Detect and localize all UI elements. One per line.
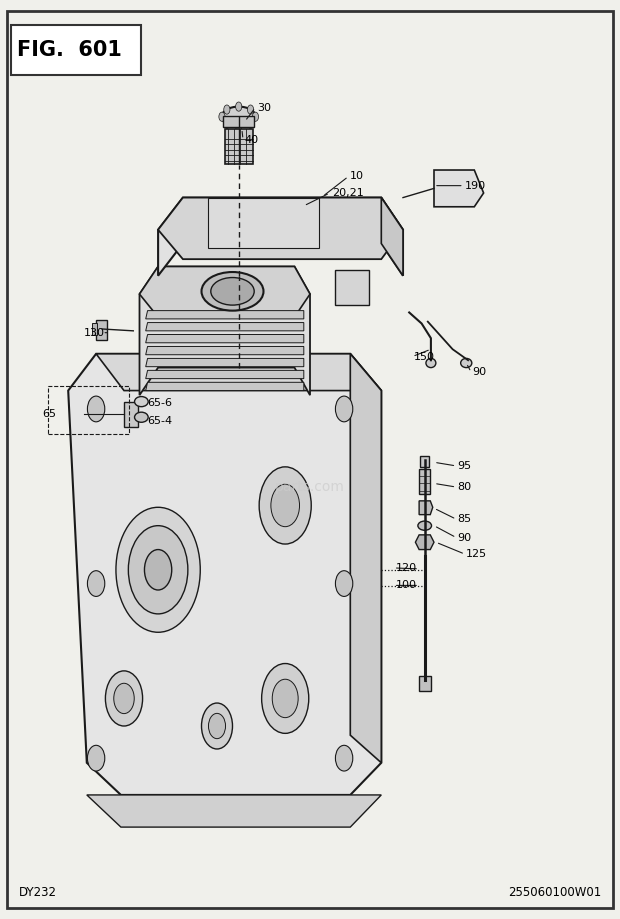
Polygon shape [96,354,381,391]
Circle shape [114,683,134,713]
Bar [124,402,138,427]
Polygon shape [87,795,381,827]
Ellipse shape [227,212,275,238]
Circle shape [236,122,242,131]
Circle shape [128,526,188,614]
Text: 40: 40 [245,135,259,144]
Text: 120: 120 [396,563,417,573]
Bar [420,456,429,467]
Text: parts.com: parts.com [275,480,345,494]
Circle shape [144,550,172,590]
Bar [96,320,107,340]
Polygon shape [146,311,304,319]
Circle shape [262,664,309,733]
Bar [225,129,253,164]
Text: 150: 150 [414,352,435,361]
Circle shape [208,713,226,739]
Bar [223,116,254,127]
Circle shape [247,119,254,129]
Circle shape [224,119,230,129]
Ellipse shape [135,412,148,422]
Polygon shape [434,170,484,207]
Polygon shape [146,346,304,355]
Polygon shape [146,323,304,331]
Text: 190: 190 [465,181,486,190]
Circle shape [87,396,105,422]
Bar [208,198,319,248]
Text: 65-6: 65-6 [148,398,172,407]
Text: 125: 125 [466,550,487,559]
Circle shape [219,112,225,121]
Circle shape [236,102,242,111]
Polygon shape [415,535,434,550]
Ellipse shape [202,272,264,311]
Circle shape [335,396,353,422]
Circle shape [272,679,298,718]
Polygon shape [140,267,310,317]
Circle shape [259,467,311,544]
Text: 90: 90 [458,533,472,542]
Bar [418,676,431,691]
Circle shape [335,745,353,771]
Ellipse shape [211,278,254,305]
Polygon shape [146,358,304,367]
Circle shape [87,571,105,596]
Text: 85: 85 [458,515,472,524]
Text: DY232: DY232 [19,886,56,899]
Ellipse shape [135,397,148,406]
Circle shape [271,484,299,527]
Bar [335,270,369,305]
Circle shape [252,112,259,121]
Text: 65-4: 65-4 [148,416,173,425]
Text: 30: 30 [257,103,272,112]
Bar [11,25,141,75]
Ellipse shape [461,358,472,368]
Circle shape [202,703,232,749]
Text: 130: 130 [84,328,105,337]
Ellipse shape [217,208,285,243]
Ellipse shape [418,521,432,530]
Circle shape [87,745,105,771]
Circle shape [116,507,200,632]
Ellipse shape [222,107,256,127]
Polygon shape [146,382,304,391]
Polygon shape [146,370,304,379]
Polygon shape [419,501,433,515]
Polygon shape [350,354,381,763]
Polygon shape [68,354,381,795]
Polygon shape [140,267,310,395]
Text: FIG.  601: FIG. 601 [17,40,122,60]
Circle shape [335,571,353,596]
Text: 90: 90 [472,368,487,377]
Text: 10: 10 [350,172,365,181]
Bar [419,469,430,494]
Circle shape [105,671,143,726]
Text: 255060100W01: 255060100W01 [508,886,601,899]
Polygon shape [158,198,403,276]
Circle shape [224,105,230,114]
Polygon shape [146,335,304,343]
Text: 80: 80 [458,482,472,492]
Text: 100: 100 [396,581,417,590]
Polygon shape [381,198,403,276]
Polygon shape [158,198,403,259]
Text: 95: 95 [458,461,472,471]
Circle shape [247,105,254,114]
Ellipse shape [426,358,436,368]
Text: 20,21: 20,21 [332,188,363,198]
Text: 65: 65 [42,409,56,418]
Bar [48,386,129,434]
Bar [92,323,97,335]
